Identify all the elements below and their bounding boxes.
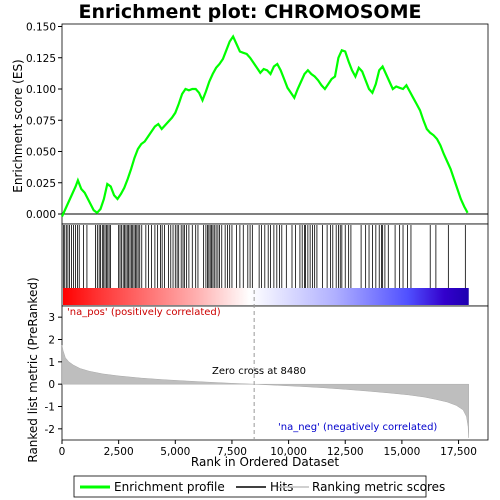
rank-x-tick-label: 2,500: [104, 446, 134, 458]
rank-axis-label: Rank in Ordered Dataset: [191, 455, 339, 469]
rank-y-tick-label: 0: [48, 379, 55, 391]
rank-x-tick-label: 5,000: [160, 446, 190, 458]
es-axis-label: Enrichment score (ES): [11, 59, 25, 192]
hits-panel: [62, 224, 488, 306]
es-y-tick-label: 0.100: [26, 84, 56, 96]
es-y-tick-label: 0.050: [26, 147, 56, 159]
rank-metric-axis-label: Ranked list metric (PreRanked): [26, 277, 40, 462]
es-y-tick-label: 0.025: [26, 178, 56, 190]
chart-title: Enrichment plot: CHROMOSOME: [79, 1, 422, 23]
zero-cross-label: Zero cross at 8480: [212, 366, 306, 377]
rank-y-tick-label: 1: [48, 357, 55, 369]
rank-y-tick-label: -1: [45, 402, 55, 414]
es-y-tick-label: 0.000: [26, 209, 56, 221]
rank-x-tick-label: 0: [59, 446, 66, 458]
rank-x-tick-label: 15,000: [384, 446, 421, 458]
rank-y-tick-label: 3: [48, 312, 55, 324]
negative-correlation-label: 'na_neg' (negatively correlated): [278, 422, 437, 433]
rank-x-tick-label: 17,500: [440, 446, 477, 458]
es-y-tick-label: 0.125: [26, 53, 56, 65]
rank-y-tick-label: -2: [45, 424, 55, 436]
positive-correlation-label: 'na_pos' (positively correlated): [67, 307, 221, 318]
es-y-tick-label: 0.075: [26, 115, 56, 127]
legend-profile-label: Enrichment profile: [114, 480, 225, 494]
rank-y-tick-label: 2: [48, 335, 55, 347]
enrichment-score-panel: 0.000 0.025 0.050 0.075 0.100 0.125 0.150: [26, 22, 488, 225]
es-y-tick-label: 0.150: [26, 22, 56, 34]
legend: Enrichment profile Hits Ranking metric s…: [74, 476, 445, 497]
legend-rank-label: Ranking metric scores: [312, 480, 445, 494]
rank-color-bar: [63, 288, 469, 305]
